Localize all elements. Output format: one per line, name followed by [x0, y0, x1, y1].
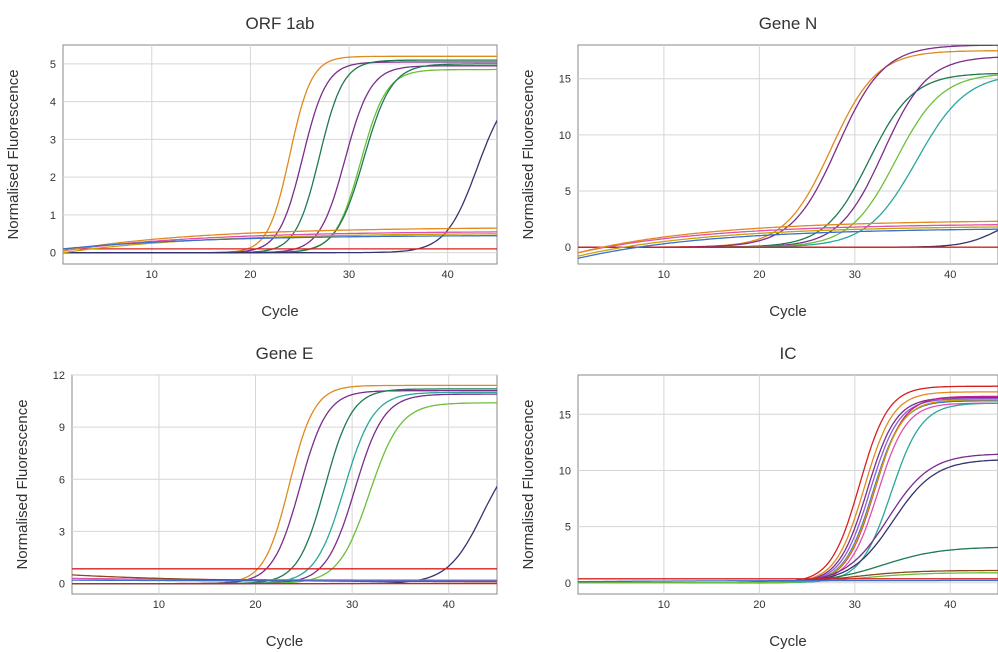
y-tick-label: 4	[50, 97, 56, 109]
y-tick-label: 0	[565, 242, 571, 254]
x-tick-label: 30	[343, 269, 355, 281]
y-tick-label: 10	[559, 465, 571, 477]
series-line	[578, 228, 998, 260]
y-tick-label: 15	[559, 74, 571, 86]
chart-title: Gene E	[256, 344, 314, 363]
series-line	[63, 227, 497, 252]
x-tick-label: 20	[244, 269, 256, 281]
x-tick-label: 30	[346, 599, 358, 611]
x-tick-label: 40	[944, 269, 956, 281]
y-tick-label: 5	[565, 186, 571, 198]
series-line	[578, 572, 998, 584]
y-tick-label: 5	[565, 522, 571, 534]
y-tick-label: 9	[59, 422, 65, 434]
y-tick-label: 0	[50, 248, 56, 260]
x-tick-label: 30	[849, 269, 861, 281]
panel-2: 10 20 30 40 0 5 10 15 Gene N Cycle Normalised Fluo…	[520, 14, 998, 320]
y-tick-label: 3	[59, 526, 65, 538]
chart-title: ORF 1ab	[246, 14, 315, 33]
panel-1: 10 20 30 40 0 1 2 3 4 5 ORF 1ab Cycle Normalised Flu…	[5, 14, 498, 320]
x-tick-label: 20	[249, 599, 261, 611]
x-tick-label: 40	[442, 269, 454, 281]
x-axis-label: Cycle	[261, 303, 299, 320]
chart-title: IC	[780, 344, 797, 363]
y-tick-label: 0	[565, 578, 571, 590]
x-tick-label: 10	[658, 599, 670, 611]
x-tick-label: 10	[153, 599, 165, 611]
y-tick-label: 2	[50, 172, 56, 184]
x-axis-label: Cycle	[769, 633, 807, 650]
y-tick-label: 10	[559, 130, 571, 142]
y-tick-label: 1	[50, 210, 56, 222]
x-axis-label: Cycle	[266, 633, 304, 650]
series-line	[578, 224, 998, 254]
series-line	[63, 235, 497, 250]
y-axis-label: Normalised Fluorescence	[520, 399, 537, 569]
series-group	[578, 385, 998, 584]
plot-area	[577, 374, 998, 595]
series-line	[72, 579, 497, 582]
y-tick-label: 12	[53, 370, 65, 382]
series-line	[63, 119, 497, 254]
y-tick-label: 15	[559, 409, 571, 421]
y-tick-label: 5	[50, 59, 56, 71]
x-tick-label: 10	[658, 269, 670, 281]
y-tick-label: 0	[59, 579, 65, 591]
y-tick-label: 6	[59, 474, 65, 486]
x-tick-label: 40	[443, 599, 455, 611]
series-group	[63, 55, 497, 254]
plot-area	[71, 374, 498, 595]
series-line	[72, 577, 497, 581]
y-axis-label: Normalised Fluorescence	[14, 399, 31, 569]
x-tick-label: 30	[849, 599, 861, 611]
y-tick-label: 3	[50, 134, 56, 146]
x-tick-label: 40	[944, 599, 956, 611]
series-line	[578, 226, 998, 257]
x-tick-label: 10	[146, 269, 158, 281]
chart-title: Gene N	[759, 14, 818, 33]
y-axis-label: Normalised Fluorescence	[520, 69, 537, 239]
series-line	[63, 233, 497, 254]
panel-3: 10 20 30 40 0 3 6 9 12 Gene E Cycle Normalised Fluo…	[14, 344, 498, 650]
series-line	[578, 579, 998, 583]
plot-area	[62, 44, 498, 265]
x-axis-label: Cycle	[769, 303, 807, 320]
series-group	[72, 384, 497, 585]
x-tick-label: 20	[753, 599, 765, 611]
panel-4: 10 20 30 40 0 5 10 15 IC Cycle Normalised Fluoresc…	[520, 344, 998, 650]
y-axis-label: Normalised Fluorescence	[5, 69, 22, 239]
x-tick-label: 20	[753, 269, 765, 281]
series-line	[578, 220, 998, 254]
series-group	[578, 45, 998, 260]
